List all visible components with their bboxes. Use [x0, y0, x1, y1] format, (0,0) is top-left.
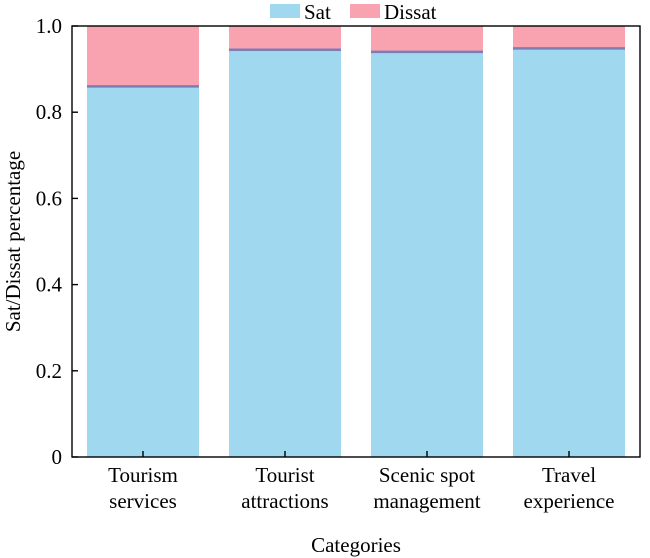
y-tick-label: 0.2: [36, 359, 62, 383]
y-tick-label: 0.4: [36, 273, 63, 297]
y-axis-title: Sat/Dissat percentage: [1, 151, 25, 332]
bars-layer: [87, 26, 625, 458]
x-tick-label: Tourist attractions: [241, 463, 328, 513]
legend-label-dissat: Dissat: [384, 0, 437, 24]
bar-dissat-3: [513, 26, 625, 49]
y-tick-label: 1.0: [36, 14, 62, 38]
x-tick-label: Scenic spot management: [373, 463, 480, 513]
bar-sat-2: [371, 51, 483, 458]
y-tick-label: 0: [52, 445, 63, 469]
legend-swatch-sat: [270, 4, 300, 18]
x-axis: Tourism services Tourist attractions Scenic …: [108, 451, 614, 513]
bar-sat-1: [229, 49, 341, 457]
bar-dissat-0: [87, 26, 199, 87]
bar-dissat-2: [371, 26, 483, 52]
bar-dissat-1: [229, 26, 341, 50]
y-tick-label: 0.8: [36, 100, 62, 124]
legend-label-sat: Sat: [304, 0, 331, 24]
x-tick-label: Travel experience: [524, 463, 615, 513]
y-axis: 0 0.2 0.4 0.6 0.8 1.0: [36, 14, 78, 469]
bar-sat-3: [513, 48, 625, 458]
x-tick-label: Tourism services: [108, 463, 178, 513]
bar-sat-0: [87, 86, 199, 457]
plot-frame: [71, 25, 641, 458]
y-tick-label: 0.6: [36, 186, 62, 210]
legend-swatch-dissat: [350, 4, 380, 18]
legend: Sat Dissat: [270, 0, 437, 24]
x-axis-title: Categories: [311, 533, 401, 557]
